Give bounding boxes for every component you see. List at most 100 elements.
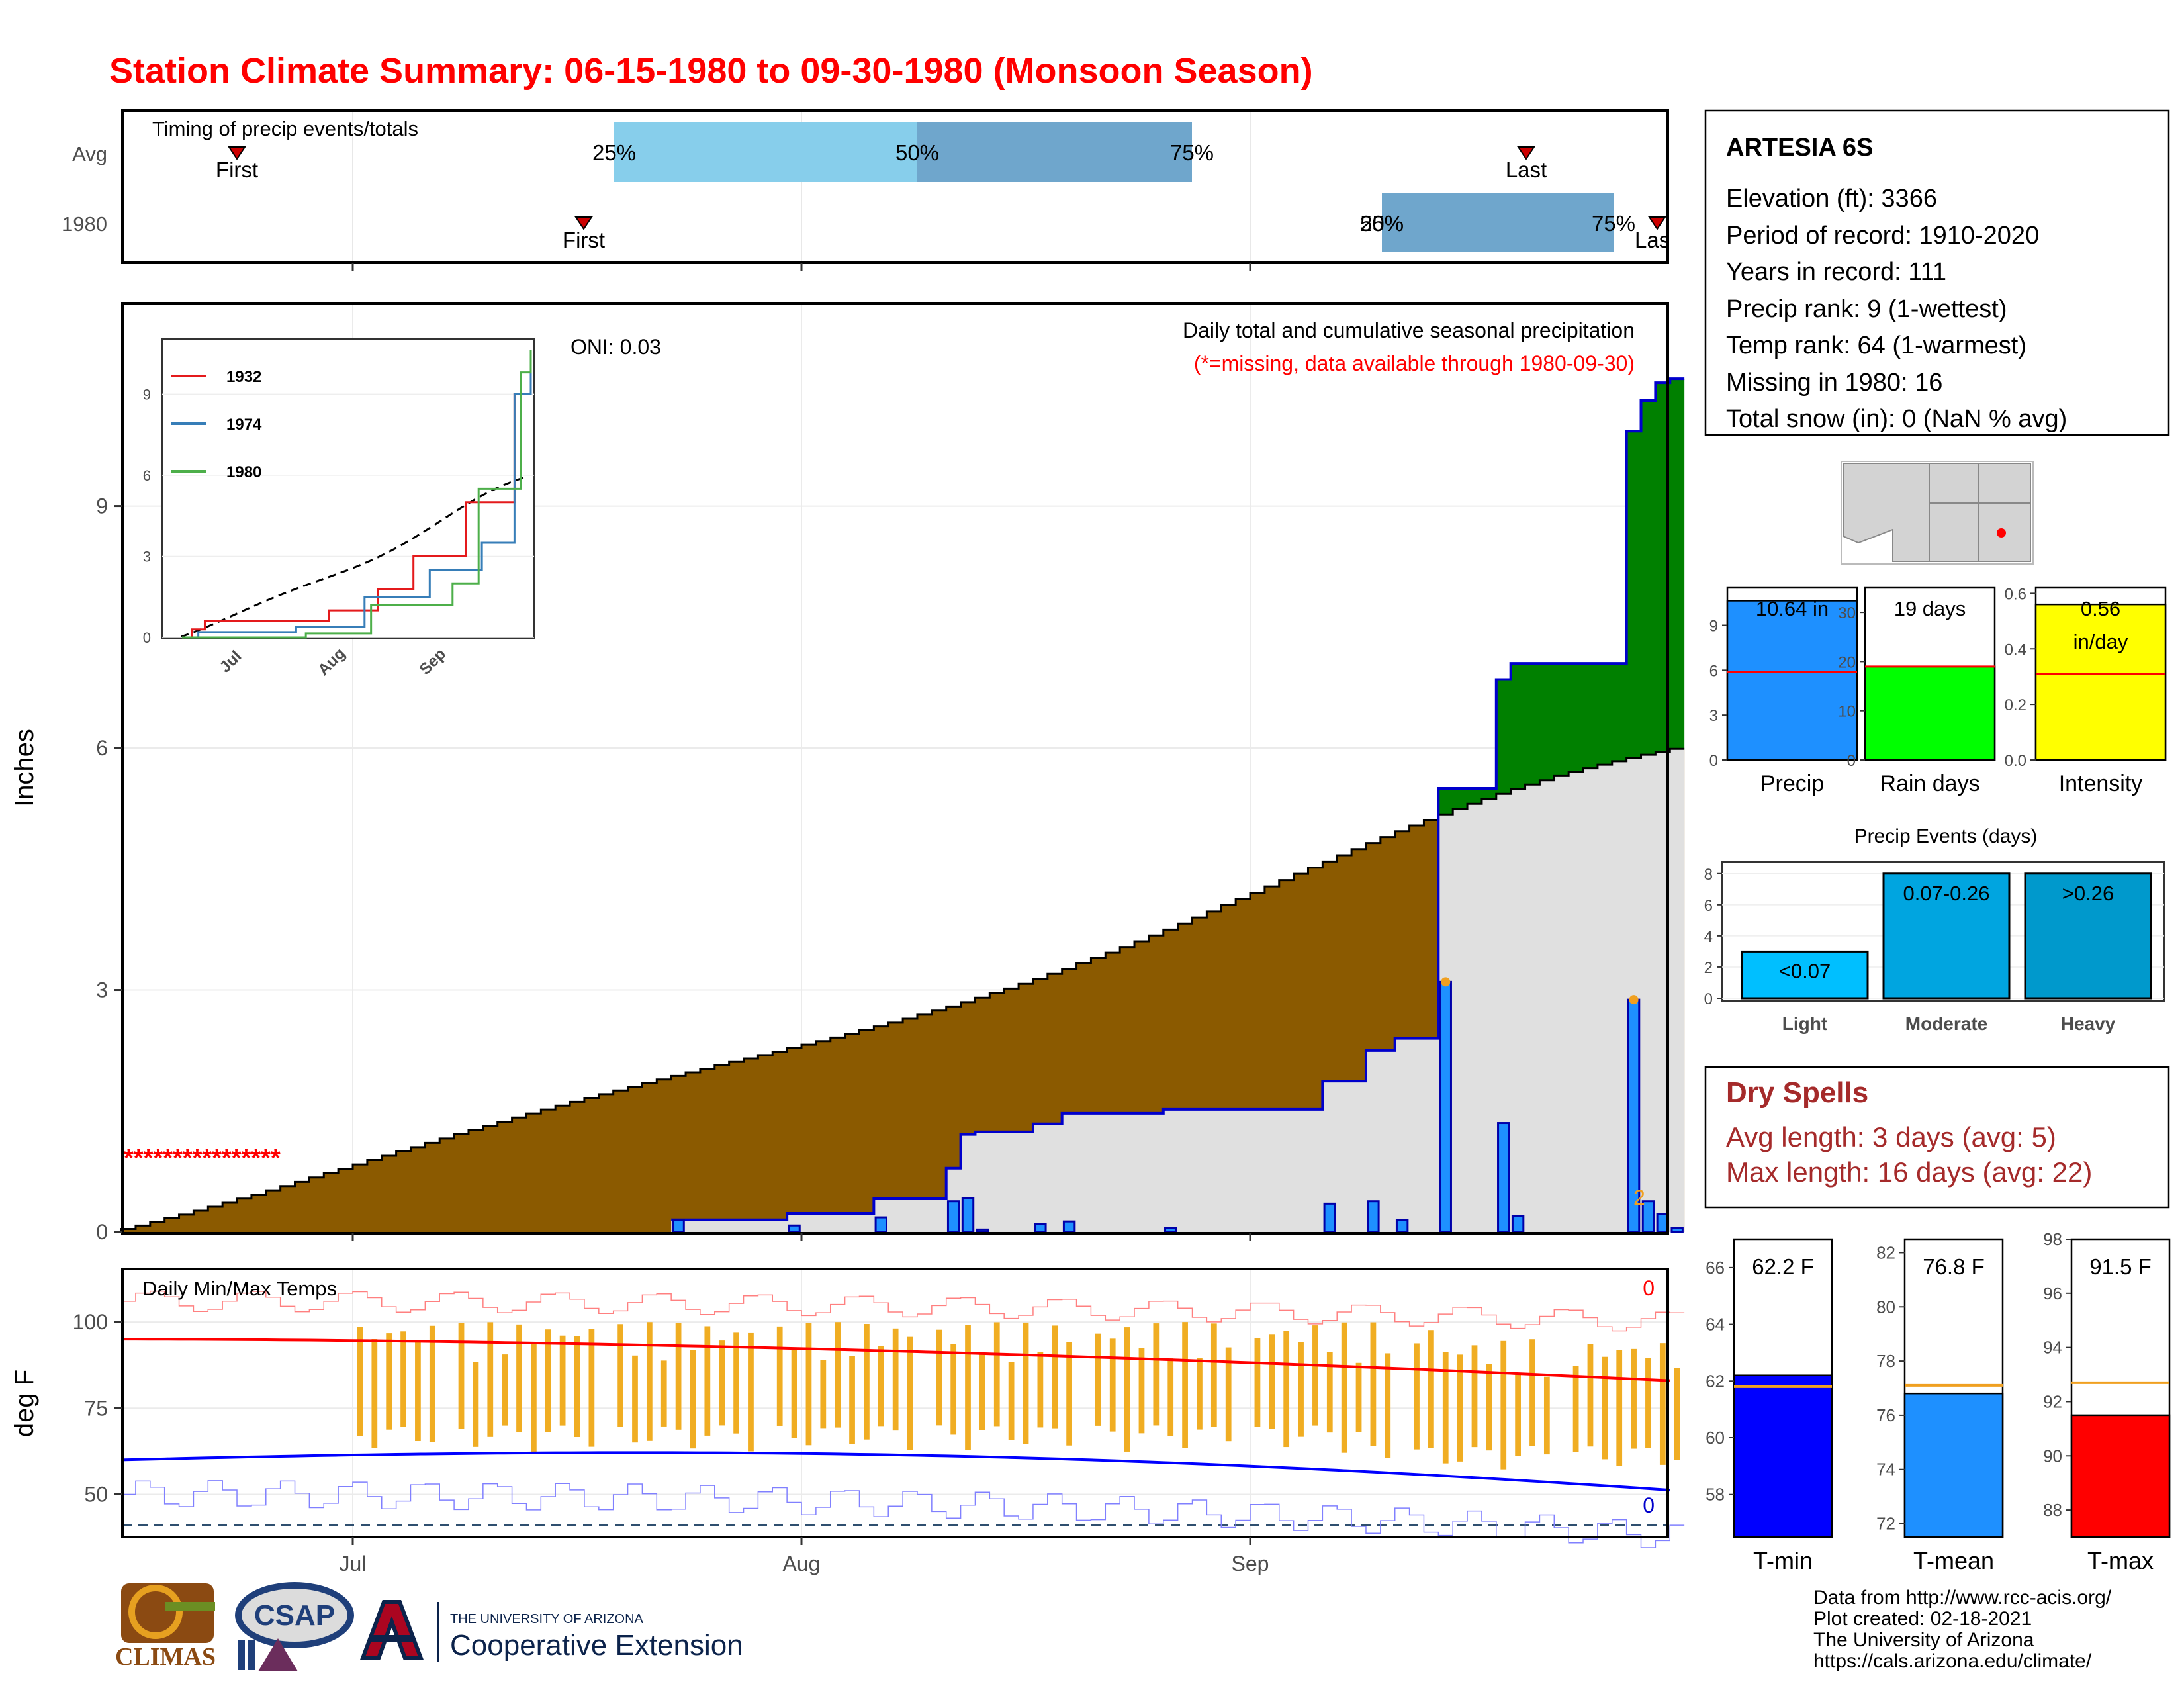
daily-temp-range-bar [473,1362,479,1447]
daily-precip-bar [946,1200,960,1233]
footer: Data from http://www.rcc-acis.org/ Plot … [115,1582,2112,1672]
page-title: Station Climate Summary: 06-15-1980 to 0… [109,51,1313,91]
dry-spells-avg: Avg length: 3 days (avg: 5) [1726,1121,2056,1152]
y-tick-label: 94 [2043,1338,2062,1358]
daily-temp-range-bar [1355,1362,1362,1432]
y-tick-label: 66 [1706,1258,1725,1278]
daily-temp-range-bar [849,1356,855,1444]
daily-temp-range-bar [1124,1327,1130,1452]
inset-y-tick-label: 0 [143,630,151,646]
daily-temp-range-bar [487,1322,494,1437]
temp-summary-value-label: 91.5 F [2089,1254,2152,1279]
ua-logo: THE UNIVERSITY OF ARIZONA Cooperative Ex… [359,1600,743,1662]
above-average-area [1438,379,1685,815]
timing-avg-bar-q2 [917,122,1192,182]
y-tick-label: 9 [1709,618,1718,635]
temp-max-count: 0 [1643,1276,1655,1300]
daily-temp-range-bar [1095,1333,1101,1426]
y-tick-label: 72 [1876,1514,1895,1534]
daily-precip-bar [1034,1223,1047,1233]
daily-temp-range-bar [531,1344,537,1453]
y-tick-label: 74 [1876,1460,1895,1479]
daily-temp-range-bar [1138,1348,1145,1434]
ua-big-text: Cooperative Extension [450,1629,743,1662]
inset-y-tick-label: 6 [143,467,151,484]
daily-precip-bar [1367,1200,1380,1233]
daily-temp-range-bar [1370,1322,1377,1446]
station-frame [1704,109,2170,436]
p75-1980-label: 75% [1592,211,1635,236]
dry-spells-max: Max length: 16 days (avg: 22) [1726,1156,2092,1188]
record-max-line [121,1290,1685,1332]
summary-bars: 0 3 6 9 10.64 in Precip 0 10 20 30 19 days Rain day… [1709,585,2167,796]
last-avg-marker [1517,146,1535,160]
event-value-label: >0.26 [2062,882,2114,905]
summary-value-label: 10.64 in [1756,597,1829,620]
p50-avg-label: 50% [895,140,939,165]
inset-frame [161,338,535,639]
daily-temp-range-bar [1543,1376,1550,1455]
daily-precip-bar [976,1228,989,1233]
station-line: Temp rank: 64 (1-warmest) [1726,332,2026,359]
y-tick-label: 2 [1704,959,1713,977]
month-label: Jul [340,1552,367,1575]
footer-line: https://cals.arizona.edu/climate/ [1813,1650,2092,1672]
daily-temp-range-bar [1645,1358,1651,1448]
inset-legend-label: 1932 [226,368,261,386]
event-category-label: Heavy [2061,1013,2116,1034]
avg-min-line [121,1451,1670,1492]
station-line: Total snow (in): 0 (NaN % avg) [1726,405,2067,433]
daily-temp-range-bar [1414,1343,1420,1450]
dry-spells-title: Dry Spells [1726,1076,1868,1109]
y-tick-label: 64 [1706,1315,1725,1335]
y-tick-label: 8 [1704,866,1713,884]
y-tick-label: 0 [1709,752,1718,770]
extreme-marker [1629,995,1639,1005]
events-title: Precip Events (days) [1854,825,2038,847]
daily-temp-range-bar [1326,1352,1333,1433]
inset-legend-label: 1974 [226,416,262,434]
precip-count-label: 2 [1633,1186,1645,1209]
inset-series-line [182,350,532,639]
daily-temp-range-bar [965,1325,971,1450]
daily-temp-range-bar [516,1324,522,1433]
daily-temp-range-bar [1486,1364,1492,1451]
y-tick-label: 50 [84,1483,108,1507]
event-category-label: Moderate [1905,1013,1987,1034]
temp-summary-bar [1733,1374,1833,1538]
daily-temp-range-bar [1283,1331,1290,1448]
daily-temp-range-bar [1182,1322,1188,1448]
timing-1980-bar [1382,193,1614,252]
daily-temp-range-bar [1529,1339,1535,1446]
first-avg-label: First [216,158,258,182]
temp-frame [121,1268,1669,1538]
event-category-label: Light [1782,1013,1827,1034]
daily-temp-range-bar [415,1341,421,1442]
daily-temp-range-bar [704,1326,711,1436]
station-location-dot [1997,528,2006,538]
event-bar [1882,872,2011,1000]
summary-category-label: Rain days [1880,771,1979,796]
precip-panel: 0 3 6 9 Inches Daily total and cumulative s… [10,302,1685,1244]
precip-frame [121,302,1669,1235]
daily-temp-range-bar [675,1323,682,1430]
temp-summary-value-label: 76.8 F [1923,1254,1985,1279]
avg-cumulative-line [120,747,1685,1232]
temp-title: Daily Min/Max Temps [142,1277,337,1300]
first-avg-marker [228,146,246,160]
daily-temp-range-bar [1428,1330,1434,1448]
daily-temp-range-bar [1515,1374,1521,1456]
missing-note: (*=missing, data available through 1980-… [1194,352,1635,375]
event-bar [2024,872,2152,1000]
station-line: Precip rank: 9 (1-wettest) [1726,295,2007,323]
locator-map [1841,461,2034,565]
y-tick-label: 96 [2043,1284,2062,1303]
temp-summary-category-label: T-max [2087,1547,2154,1574]
daily-temp-range-bar [1254,1338,1261,1427]
first-1980-label: First [563,228,605,252]
daily-temp-range-bar [1587,1344,1594,1447]
daily-temp-range-bar [1442,1352,1449,1464]
y-tick-label: 6 [1709,662,1718,680]
daily-temp-range-bar [1225,1347,1232,1442]
y-tick-label: 98 [2043,1229,2062,1249]
